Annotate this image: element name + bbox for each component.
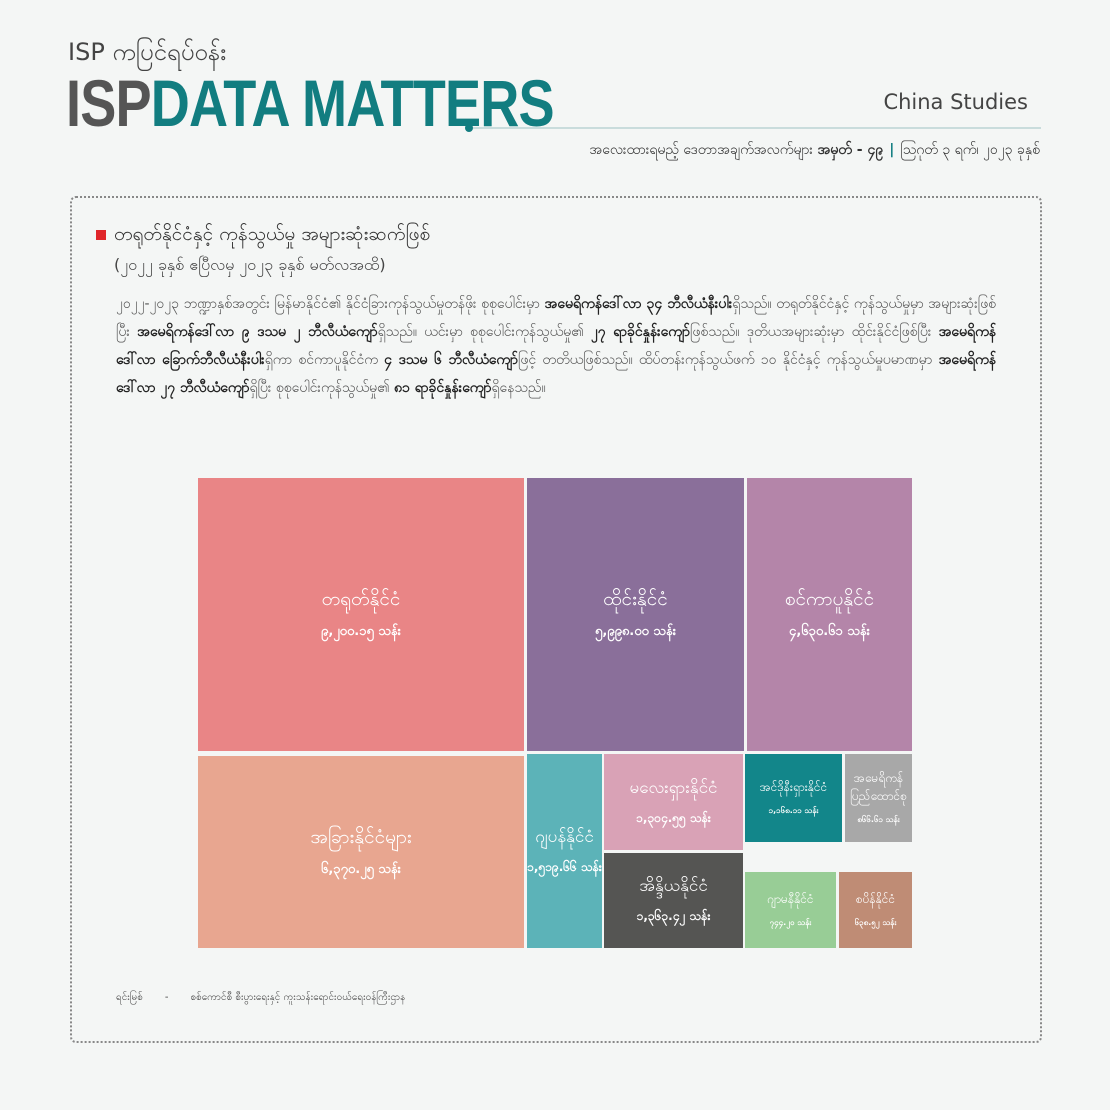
treemap-cell: ထိုင်းနိုင်ငံ၅,၉၉၈.၀၀ သန်း	[527, 478, 744, 751]
title-marker-icon	[96, 230, 106, 240]
treemap-cell: အခြားနိုင်ငံများ၆,၃၇၀.၂၅ သန်း	[198, 756, 524, 948]
issue-line: အလေးထားရမည့် ဒေတာအချက်အလက်များ အမှတ် - ၄…	[589, 142, 1040, 158]
cell-label: အခြားနိုင်ငံများ	[310, 825, 412, 848]
treemap-cell: အိန္ဒိယနိုင်ငံ၁,၃၆၃.၄၂ သန်း	[604, 853, 743, 948]
unit-name: China Studies	[883, 90, 1028, 114]
series-kicker: ISP ကပြင်ရပ်ဝန်း	[68, 38, 227, 66]
cell-label: အိန္ဒိယနိုင်ငံ	[639, 876, 708, 896]
treemap-cell: တရုတ်နိုင်ငံ၉,၂၀၀.၁၅ သန်း	[198, 478, 524, 751]
body-text: ရှိပြီး စုစုပေါင်းကုန်သွယ်မှု၏	[249, 380, 394, 396]
brand-dot	[465, 124, 473, 132]
highlight-text: ၂၇ ရာခိုင်နှုန်းကျော်	[590, 324, 690, 340]
highlight-text: အမေရိကန်ဒေါ်လာ ၂၇ ဘီလီယံကျော်	[116, 352, 996, 396]
cell-label: ဂျာမနီနိုင်ငံ	[767, 892, 814, 906]
highlight-text: အမေရိကန်ဒေါ်လာ ခြောက်ဘီလီယံနီးပါး	[116, 324, 997, 368]
cell-value: ၈၆၆.၆၁ သန်း	[857, 815, 900, 824]
cell-label: မလေးရှားနိုင်ငံ	[629, 777, 718, 798]
treemap-cell: အင်ဒိုနီးရှားနိုင်ငံ၁,၁၆၈.၁၁ သန်း	[745, 754, 842, 842]
body-text: ရှိနေသည်။	[491, 380, 546, 396]
cell-label: ဂျပန်နိုင်ငံ	[535, 826, 594, 847]
chart-subtitle: (၂၀၂၂ ခုနှစ် ဧပြီလမှ ၂၀၂၃ ခုနှစ် မတ်လအထိ…	[114, 255, 386, 274]
cell-value: ၅,၉၉၈.၀၀ သန်း	[595, 624, 676, 639]
content-card	[70, 196, 1042, 1043]
cell-value: ၁,၅၁၉.၆၆ သန်း	[527, 859, 602, 874]
cell-value: ၇၄၄.၂၀ သန်း	[769, 918, 812, 927]
header-divider	[473, 127, 1041, 129]
cell-label: ထိုင်းနိုင်ငံ	[603, 588, 668, 610]
treemap-cell: အမေရိကန်ပြည်ထောင်စု၈၆၆.၆၁ သန်း	[845, 754, 912, 842]
cell-value: ၁,၁၆၈.၁၁ သန်း	[768, 806, 819, 815]
treemap-cell: ဂျာမနီနိုင်ငံ၇၄၄.၂၀ သန်း	[745, 872, 836, 948]
treemap-cell: စပိန်နိုင်ငံ၆၃၈.၅၂ သန်း	[839, 872, 912, 948]
cell-label: စင်ကာပူနိုင်ငံ	[784, 588, 875, 610]
treemap-cell: ဂျပန်နိုင်ငံ၁,၅၁၉.၆၆ သန်း	[527, 754, 602, 948]
body-text: ၂၀၂၂-၂၀၂၃ ဘဏ္ဍာနှစ်အတွင်း မြန်မာနိုင်ငံ၏…	[116, 296, 545, 312]
highlight-text: ၈၁ ရာခိုင်နှုန်းကျော်	[393, 380, 492, 396]
cell-label: အမေရိကန်ပြည်ထောင်စု	[850, 771, 907, 803]
treemap-cell: စင်ကာပူနိုင်ငံ၄,၆၃၀.၆၁ သန်း	[747, 478, 912, 751]
highlight-text: အမေရိကန်ဒေါ်လာ ၃၄ ဘီလီယံနီးပါး	[544, 296, 733, 312]
cell-value: ၉,၂၀၀.၁၅ သန်း	[321, 624, 401, 639]
summary-paragraph: ၂၀၂၂-၂၀၂၃ ဘဏ္ဍာနှစ်အတွင်း မြန်မာနိုင်ငံ၏…	[116, 290, 996, 402]
body-text: ရှိကာ စင်ကာပူနိုင်ငံက	[264, 352, 385, 368]
cell-label: တရုတ်နိုင်ငံ	[321, 588, 401, 610]
cell-value: ၁,၃၀၄.၅၅ သန်း	[636, 810, 711, 825]
chart-title: တရုတ်နိုင်ငံနှင့် ကုန်သွယ်မှု အများဆုံးဆ…	[114, 223, 431, 245]
cell-label: စပိန်နိုင်ငံ	[855, 892, 896, 906]
body-text: ရှိသည်။ တရုတ်နိုင်ငံနှင့် ကုန်သွယ်မှုမှာ…	[116, 296, 996, 340]
treemap-cell: မလေးရှားနိုင်ငံ၁,၃၀၄.၅၅ သန်း	[604, 754, 743, 850]
cell-value: ၄,၆၃၀.၆၁ သန်း	[789, 624, 870, 639]
body-text: ဖြင့် တတိယဖြစ်သည်။ ထိပ်တန်းကုန်သွယ်ဖက် ၁…	[518, 352, 939, 368]
highlight-text: ၄ ဒသမ ၆ ဘီလီယံကျော်	[384, 352, 519, 368]
cell-value: ၆,၃၇၀.၂၅ သန်း	[321, 861, 401, 877]
cell-value: ၆၃၈.၅၂ သန်း	[854, 918, 897, 927]
body-text: ဖြစ်သည်။ ဒုတိယအများဆုံးမှာ ထိုင်းနိုင်ငံ…	[689, 324, 939, 340]
source-note: ရင်းမြစ် - စစ်ကောင်စီ စီးပွားရေးနှင့် ကူးသ…	[116, 992, 406, 1003]
cell-label: အင်ဒိုနီးရှားနိုင်ငံ	[759, 780, 828, 794]
cell-value: ၁,၃၆၃.၄၂ သန်း	[636, 909, 711, 923]
body-text: ရှိသည်။ ယင်းမှာ စုစုပေါင်းကုန်သွယ်မှု၏	[377, 324, 591, 340]
highlight-text: အမေရိကန်ဒေါ်လာ ၉ ဒသမ ၂ ဘီလီယံကျော်	[137, 324, 378, 340]
brand-logo: ISPDATA MATTERS	[66, 66, 555, 140]
